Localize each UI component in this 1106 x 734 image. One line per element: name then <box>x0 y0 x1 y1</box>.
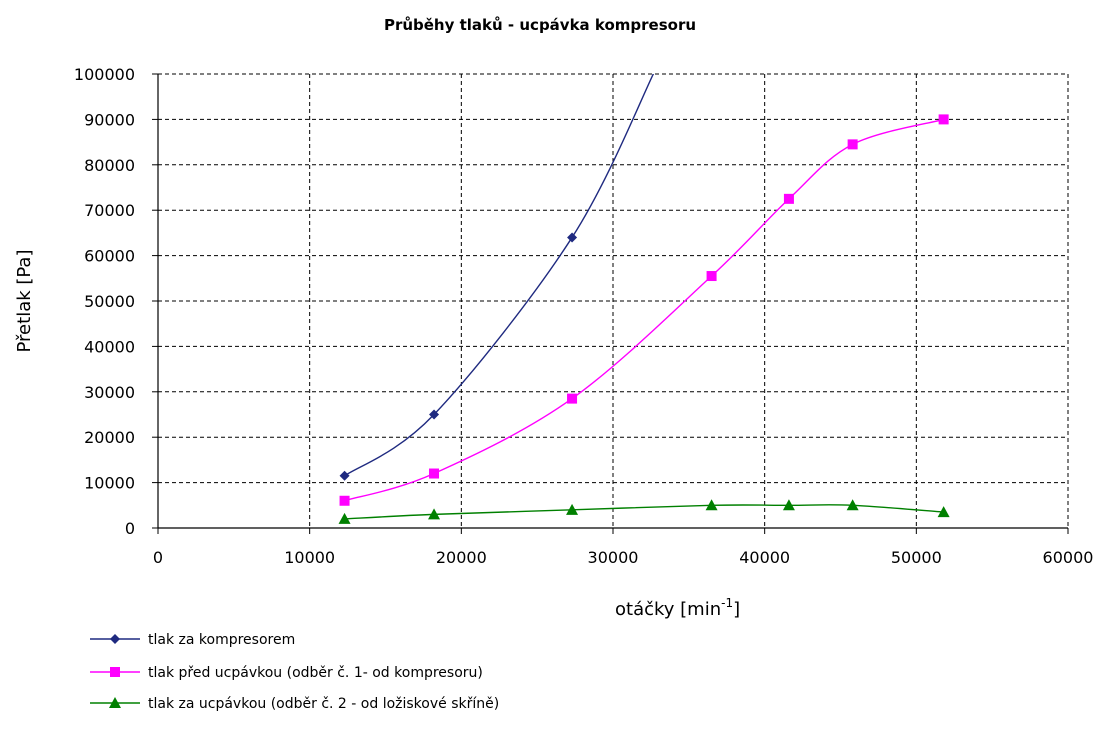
legend-marker <box>110 634 120 644</box>
y-tick-label: 50000 <box>84 292 135 311</box>
x-tick-labels: 0 10000 20000 30000 40000 50000 60000 <box>153 548 1094 567</box>
x-axis-label-main: otáčky [min <box>615 599 721 620</box>
x-tick-label: 10000 <box>284 548 335 567</box>
y-tick-label: 0 <box>125 519 135 538</box>
y-tick-label: 40000 <box>84 337 135 356</box>
x-axis-label-suffix: ] <box>733 599 740 620</box>
data-point-2 <box>938 114 949 125</box>
data-point-3 <box>937 506 950 518</box>
x-tick-label: 0 <box>153 548 163 567</box>
x-axis-label: otáčky [min-1] <box>615 596 740 620</box>
x-axis-label-superscript: -1 <box>721 596 733 610</box>
x-tick-label: 20000 <box>436 548 487 567</box>
y-tick-label: 100000 <box>74 65 135 84</box>
y-tick-label: 70000 <box>84 201 135 220</box>
grid <box>158 73 1069 528</box>
data-point-2 <box>783 193 794 204</box>
series-line-2 <box>344 118 944 502</box>
legend-marker <box>110 667 120 677</box>
x-tick-label: 60000 <box>1043 548 1094 567</box>
y-tick-label: 30000 <box>84 383 135 402</box>
y-tick-label: 90000 <box>84 110 135 129</box>
data-point-3 <box>338 512 351 524</box>
data-point-3 <box>705 499 718 511</box>
y-tick-label: 80000 <box>84 156 135 175</box>
data-point-3 <box>428 508 441 520</box>
legend: tlak za kompresorem tlak před ucpávkou (o… <box>90 632 499 712</box>
legend-marker <box>109 697 121 708</box>
series-line-1 <box>344 74 655 477</box>
y-tick-labels: 0 10000 20000 30000 40000 50000 60000 70000 8000… <box>74 65 135 538</box>
series-layer <box>344 74 944 520</box>
data-point-3 <box>782 499 795 511</box>
data-point-2 <box>706 271 717 282</box>
legend-label: tlak za ucpávkou (odběr č. 2 - od ložisk… <box>148 696 499 712</box>
data-point-2 <box>567 393 578 404</box>
legend-label: tlak za kompresorem <box>148 632 295 648</box>
data-point-1 <box>429 409 440 420</box>
y-axis-label: Přetlak [Pa] <box>14 250 35 353</box>
axes <box>152 73 1069 534</box>
x-tick-label: 30000 <box>588 548 639 567</box>
data-point-2 <box>847 139 858 150</box>
data-point-3 <box>566 503 579 515</box>
legend-label: tlak před ucpávkou (odběr č. 1- od kompr… <box>148 665 483 681</box>
markers-layer <box>338 114 950 524</box>
data-point-2 <box>429 468 440 479</box>
data-point-2 <box>339 495 350 506</box>
data-point-1 <box>567 232 578 243</box>
x-tick-label: 40000 <box>739 548 790 567</box>
chart-title: Průběhy tlaků - ucpávka kompresoru <box>384 16 696 34</box>
data-point-3 <box>846 499 859 511</box>
y-tick-label: 10000 <box>84 474 135 493</box>
data-point-1 <box>339 470 350 481</box>
y-tick-label: 20000 <box>84 428 135 447</box>
y-tick-label: 60000 <box>84 247 135 266</box>
x-tick-label: 50000 <box>891 548 942 567</box>
